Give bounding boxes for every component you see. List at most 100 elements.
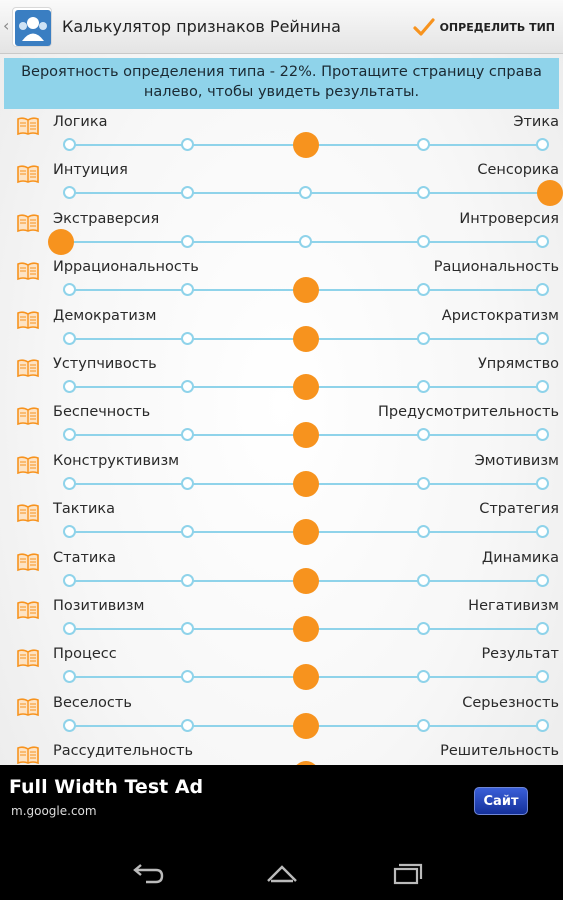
slider-tick[interactable] — [417, 331, 431, 345]
slider-tick[interactable] — [417, 525, 431, 539]
slider-tick[interactable] — [535, 380, 549, 393]
slider-tick[interactable] — [535, 622, 549, 635]
slider-tick[interactable] — [299, 234, 312, 248]
slider-tick[interactable] — [417, 573, 431, 587]
slider-tick[interactable] — [180, 380, 194, 393]
slider-tick[interactable] — [535, 283, 549, 297]
book-icon[interactable] — [16, 552, 40, 572]
book-icon[interactable] — [16, 164, 40, 184]
book-icon[interactable] — [16, 406, 40, 426]
recents-icon[interactable] — [386, 859, 426, 889]
slider-tick[interactable] — [180, 186, 194, 200]
slider-tick[interactable] — [180, 234, 194, 248]
slider-tick[interactable] — [535, 670, 549, 684]
slider-tick[interactable] — [417, 428, 431, 442]
slider-tick[interactable] — [180, 525, 194, 539]
trait-slider[interactable] — [0, 422, 563, 449]
slider-tick[interactable] — [180, 283, 194, 297]
slider-tick[interactable] — [62, 622, 76, 635]
trait-slider[interactable] — [0, 616, 563, 642]
determine-type-button[interactable]: ОПРЕДЕЛИТЬ ТИП — [412, 12, 555, 42]
slider-thumb[interactable] — [292, 277, 319, 304]
slider-tick[interactable] — [180, 476, 194, 490]
trait-slider[interactable] — [0, 712, 563, 739]
slider-tick[interactable] — [535, 138, 549, 151]
slider-thumb[interactable] — [292, 470, 319, 497]
book-icon[interactable] — [16, 503, 40, 523]
trait-slider[interactable] — [0, 325, 563, 352]
slider-tick[interactable] — [535, 428, 549, 442]
slider-tick[interactable] — [62, 331, 76, 345]
back-chevron-icon[interactable]: ‹ — [3, 16, 10, 35]
slider-tick[interactable] — [180, 670, 194, 684]
slider-thumb[interactable] — [292, 132, 319, 158]
slider-tick[interactable] — [62, 670, 76, 684]
trait-slider[interactable] — [0, 567, 563, 594]
slider-thumb[interactable] — [292, 374, 319, 400]
book-icon[interactable] — [16, 697, 40, 717]
slider-thumb[interactable] — [292, 567, 319, 594]
back-icon[interactable] — [128, 859, 168, 889]
book-icon[interactable] — [16, 310, 40, 330]
slider-tick[interactable] — [535, 573, 549, 587]
trait-slider[interactable] — [0, 228, 563, 255]
slider-tick[interactable] — [180, 428, 194, 442]
slider-tick[interactable] — [62, 428, 76, 442]
slider-tick[interactable] — [62, 138, 76, 151]
slider-tick[interactable] — [62, 186, 76, 200]
book-icon[interactable] — [16, 600, 40, 620]
home-icon[interactable] — [262, 859, 302, 889]
slider-thumb[interactable] — [537, 180, 563, 207]
slider-tick[interactable] — [417, 380, 431, 393]
slider-thumb[interactable] — [292, 519, 319, 546]
slider-thumb[interactable] — [292, 712, 319, 739]
slider-tick[interactable] — [535, 331, 549, 345]
slider-tick[interactable] — [180, 573, 194, 587]
slider-tick[interactable] — [299, 186, 312, 200]
trait-slider[interactable] — [0, 132, 563, 158]
trait-slider[interactable] — [0, 470, 563, 497]
slider-tick[interactable] — [417, 283, 431, 297]
slider-tick[interactable] — [62, 525, 76, 539]
slider-tick[interactable] — [417, 234, 431, 248]
trait-slider[interactable] — [0, 374, 563, 400]
trait-slider[interactable] — [0, 519, 563, 546]
slider-tick[interactable] — [180, 331, 194, 345]
slider-thumb[interactable] — [292, 325, 319, 352]
book-icon[interactable] — [16, 261, 40, 281]
slider-tick[interactable] — [535, 525, 549, 539]
slider-thumb[interactable] — [292, 422, 319, 449]
slider-tick[interactable] — [535, 234, 549, 248]
slider-tick[interactable] — [417, 622, 431, 635]
trait-slider[interactable] — [0, 180, 563, 207]
book-icon[interactable] — [16, 358, 40, 378]
slider-tick[interactable] — [180, 718, 194, 732]
slider-tick[interactable] — [535, 718, 549, 732]
people-icon[interactable] — [12, 7, 52, 47]
slider-thumb[interactable] — [292, 616, 319, 642]
book-icon[interactable] — [16, 745, 40, 765]
slider-thumb[interactable] — [48, 228, 74, 255]
book-icon[interactable] — [16, 213, 40, 233]
trait-slider[interactable] — [0, 277, 563, 304]
ad-site-button[interactable]: Сайт — [474, 787, 528, 815]
slider-thumb[interactable] — [292, 664, 319, 691]
slider-tick[interactable] — [535, 476, 549, 490]
book-icon[interactable] — [16, 116, 40, 136]
slider-tick[interactable] — [417, 138, 431, 151]
trait-slider[interactable] — [0, 664, 563, 691]
slider-tick[interactable] — [180, 622, 194, 635]
slider-tick[interactable] — [417, 718, 431, 732]
book-icon[interactable] — [16, 648, 40, 668]
slider-tick[interactable] — [62, 283, 76, 297]
slider-tick[interactable] — [417, 186, 431, 200]
slider-tick[interactable] — [62, 573, 76, 587]
book-icon[interactable] — [16, 455, 40, 475]
slider-tick[interactable] — [62, 718, 76, 732]
slider-tick[interactable] — [417, 670, 431, 684]
slider-tick[interactable] — [417, 476, 431, 490]
slider-tick[interactable] — [180, 138, 194, 151]
ad-banner[interactable]: Full Width Test Ad m.google.com Сайт — [0, 765, 563, 847]
slider-tick[interactable] — [62, 380, 76, 393]
slider-tick[interactable] — [62, 476, 76, 490]
